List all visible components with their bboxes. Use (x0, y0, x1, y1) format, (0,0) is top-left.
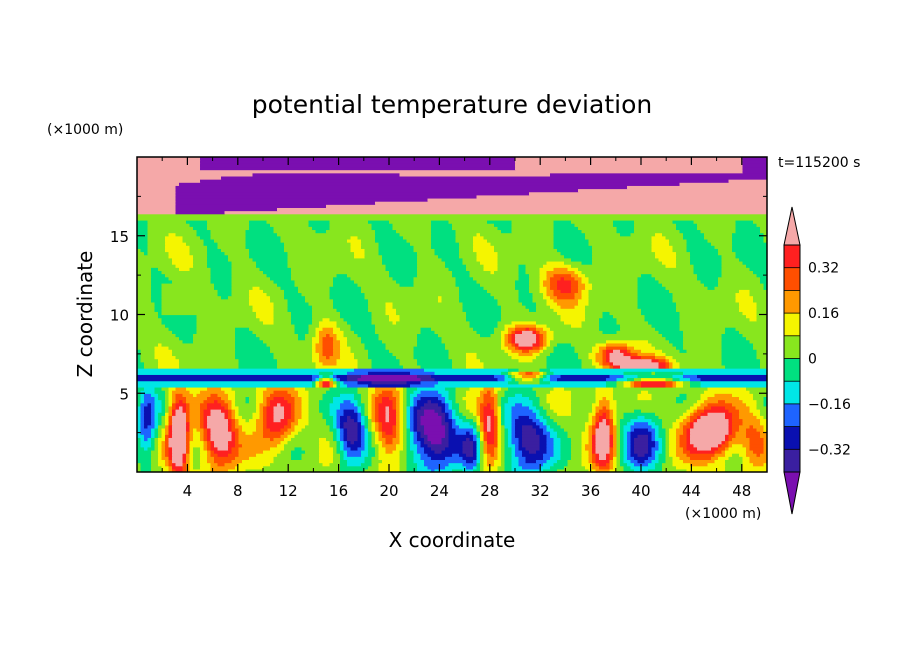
colorbar-segment (784, 245, 800, 269)
x-unit-label: (×1000 m) (685, 506, 761, 522)
time-label: t=115200 s (778, 155, 860, 171)
x-tick-label: 48 (732, 482, 751, 500)
x-tick-label: 24 (430, 482, 449, 500)
colorbar-segment (784, 290, 800, 314)
colorbar-segment (784, 403, 800, 427)
colorbar-label: −0.32 (808, 442, 851, 458)
y-unit-label: (×1000 m) (47, 122, 123, 138)
colorbar-segment (784, 381, 800, 405)
x-tick-label: 8 (233, 482, 243, 500)
x-tick-label: 32 (531, 482, 550, 500)
colorbar-bottom-arrow (783, 471, 801, 515)
x-tick-label: 4 (183, 482, 193, 500)
colorbar-segment (784, 426, 800, 450)
x-axis-label: X coordinate (389, 528, 516, 552)
colorbar-label: 0.16 (808, 306, 839, 322)
colorbar-segment (784, 267, 800, 291)
y-axis-label: Z coordinate (73, 251, 97, 378)
x-tick-label: 36 (581, 482, 600, 500)
colorbar-segment (784, 335, 800, 359)
colorbar-segment (784, 358, 800, 382)
y-axis: 5 10 15 (110, 195, 767, 434)
x-tick-label: 20 (379, 482, 398, 500)
colorbar: 0.32 0.16 0 −0.16 −0.32 (783, 206, 851, 515)
colorbar-label: −0.16 (808, 397, 851, 413)
x-axis: 4 8 12 16 20 24 28 32 36 40 44 48 (161, 157, 751, 500)
x-tick-label: 44 (682, 482, 701, 500)
colorbar-label: 0.32 (808, 261, 839, 277)
y-tick-label: 5 (119, 385, 129, 403)
y-tick-label: 15 (110, 228, 129, 246)
x-tick-label: 28 (480, 482, 499, 500)
x-tick-label: 12 (279, 482, 298, 500)
colorbar-label: 0 (808, 352, 817, 368)
x-tick-label: 16 (329, 482, 348, 500)
y-tick-label: 10 (110, 307, 129, 325)
x-tick-label: 40 (631, 482, 650, 500)
colorbar-segment (784, 449, 800, 473)
chart-title: potential temperature deviation (252, 90, 652, 119)
field-area (137, 157, 767, 472)
colorbar-top-arrow (783, 206, 801, 246)
colorbar-segment (784, 313, 800, 337)
